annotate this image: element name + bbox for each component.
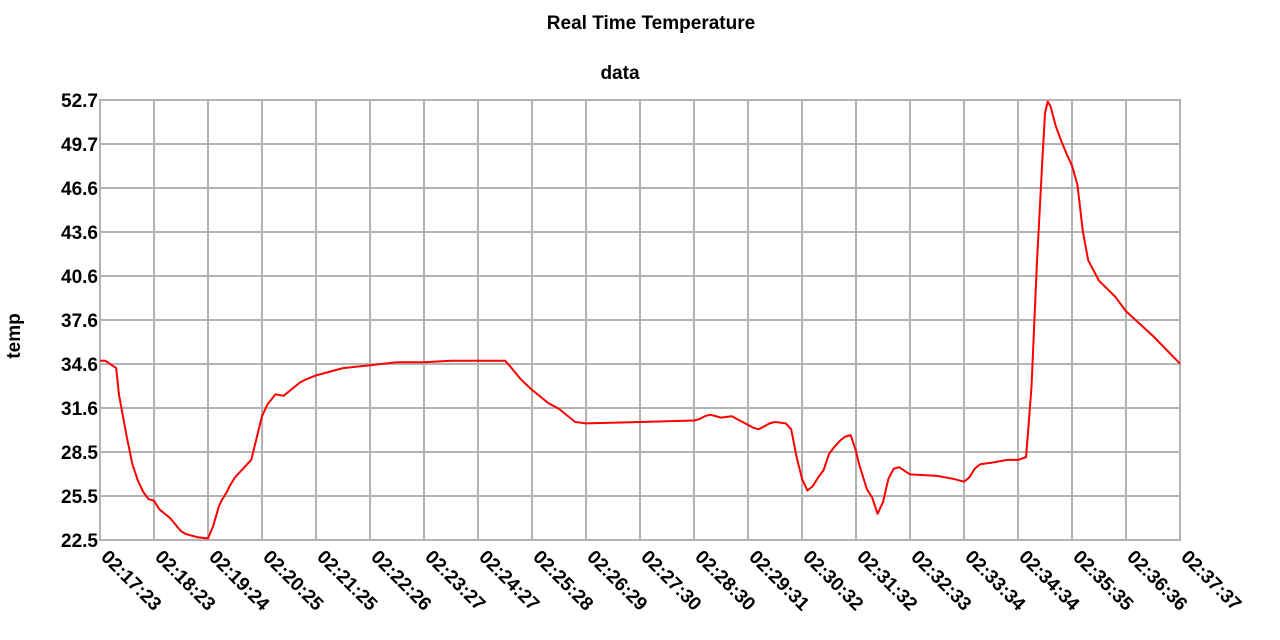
y-tick-label: 37.6 (61, 311, 98, 332)
y-tick-label: 22.5 (61, 531, 98, 552)
y-tick-label: 31.6 (61, 399, 98, 420)
x-axis-ticks: 02:17:2302:18:2302:19:2402:20:2502:21:25… (96, 547, 1245, 616)
y-tick-label: 28.5 (61, 443, 98, 464)
series-line-0 (100, 100, 1181, 540)
chart-subtitle: data (600, 63, 640, 84)
y-axis-label: temp (4, 313, 25, 358)
y-tick-label: 49.7 (61, 135, 98, 156)
y-tick-label: 52.7 (61, 91, 98, 112)
x-tick-label: 02:37:37 (1176, 547, 1245, 616)
chart-title: Real Time Temperature (547, 13, 755, 34)
y-tick-label: 25.5 (61, 487, 98, 508)
y-axis-ticks: 22.5 25.5 28.5 31.6 34.6 37.6 40.6 43.6 46.6 49.7… (61, 91, 98, 552)
gridlines (99, 99, 1181, 541)
series-layer (100, 100, 1181, 540)
y-tick-label: 46.6 (61, 179, 98, 200)
y-tick-label: 43.6 (61, 223, 98, 244)
y-tick-label: 40.6 (61, 267, 98, 288)
y-tick-label: 34.6 (61, 355, 98, 376)
plot-frame (99, 99, 1181, 541)
